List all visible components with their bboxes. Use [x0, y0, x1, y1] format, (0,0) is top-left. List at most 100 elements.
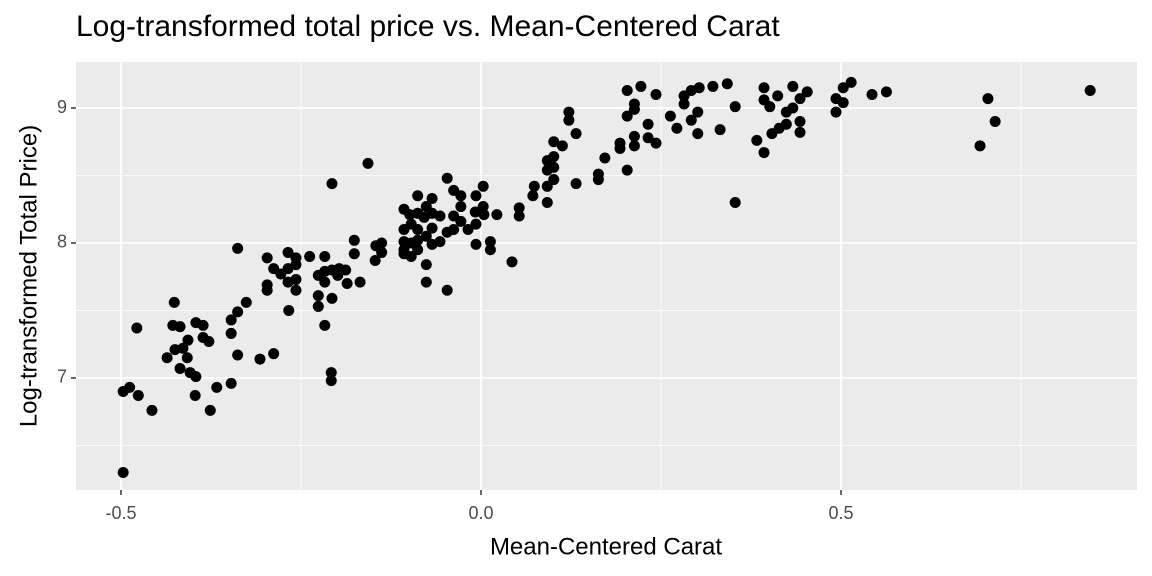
y-tick-label: 9	[57, 97, 67, 117]
point	[325, 367, 337, 379]
point	[707, 80, 719, 92]
point	[232, 306, 244, 318]
point	[621, 84, 633, 96]
point	[426, 192, 438, 204]
point	[117, 466, 129, 478]
point	[801, 86, 813, 98]
point	[628, 103, 640, 115]
point	[794, 93, 806, 105]
point	[261, 284, 273, 296]
point	[132, 390, 144, 402]
point	[685, 114, 697, 126]
point	[204, 404, 216, 416]
point	[470, 218, 482, 230]
point	[758, 82, 770, 94]
point	[563, 114, 575, 126]
point	[189, 390, 201, 402]
point	[982, 93, 994, 105]
point	[261, 252, 273, 264]
point	[621, 164, 633, 176]
point	[548, 151, 560, 163]
point	[326, 178, 338, 190]
point	[794, 116, 806, 128]
point	[376, 237, 388, 249]
point	[642, 132, 654, 144]
point	[780, 118, 792, 130]
point	[203, 336, 215, 348]
point	[340, 264, 352, 276]
point	[168, 296, 180, 308]
point	[376, 246, 388, 258]
point	[541, 197, 553, 209]
point	[880, 86, 892, 98]
point	[751, 134, 763, 146]
point	[845, 76, 857, 88]
point	[326, 292, 338, 304]
point	[304, 250, 316, 262]
point	[628, 130, 640, 142]
point	[866, 89, 878, 101]
point	[462, 224, 474, 236]
point	[484, 236, 496, 248]
point	[642, 118, 654, 130]
point	[426, 222, 438, 234]
point	[693, 82, 705, 94]
point	[614, 137, 626, 149]
point	[420, 230, 432, 242]
point	[787, 80, 799, 92]
grid	[76, 62, 1137, 490]
point	[548, 161, 560, 173]
point	[412, 224, 424, 236]
point	[477, 201, 489, 213]
point	[506, 256, 518, 268]
point	[283, 304, 295, 316]
point	[455, 215, 467, 227]
point	[312, 290, 324, 302]
point	[794, 126, 806, 138]
point	[837, 97, 849, 109]
point	[420, 259, 432, 271]
point	[412, 244, 424, 256]
point	[664, 110, 676, 122]
point	[225, 314, 237, 326]
point	[764, 101, 776, 113]
point	[721, 78, 733, 90]
point	[319, 276, 331, 288]
point	[513, 202, 525, 214]
point	[448, 224, 460, 236]
point	[354, 276, 366, 288]
point	[692, 106, 704, 118]
point	[348, 234, 360, 246]
point	[131, 322, 143, 334]
point	[837, 82, 849, 94]
point	[671, 122, 683, 134]
x-tick-label: 0.0	[469, 503, 494, 523]
point	[434, 236, 446, 248]
point	[146, 404, 158, 416]
point	[369, 255, 381, 267]
point	[225, 327, 237, 339]
point	[190, 371, 202, 383]
point	[197, 319, 209, 331]
point	[974, 140, 986, 152]
point	[758, 147, 770, 159]
point	[570, 128, 582, 140]
point	[678, 98, 690, 110]
y-axis-title: Log-transformed Total Price)	[15, 125, 42, 427]
point	[621, 110, 633, 122]
point	[469, 206, 481, 218]
point	[563, 106, 575, 118]
points	[117, 76, 1096, 478]
point	[692, 128, 704, 140]
point	[484, 244, 496, 256]
point	[282, 246, 294, 258]
point	[161, 352, 173, 364]
point	[268, 348, 280, 360]
point	[225, 377, 237, 389]
x-axis-title: Mean-Centered Carat	[490, 533, 722, 560]
point	[570, 178, 582, 190]
point	[989, 116, 1001, 128]
point	[548, 174, 560, 186]
point	[455, 190, 467, 202]
